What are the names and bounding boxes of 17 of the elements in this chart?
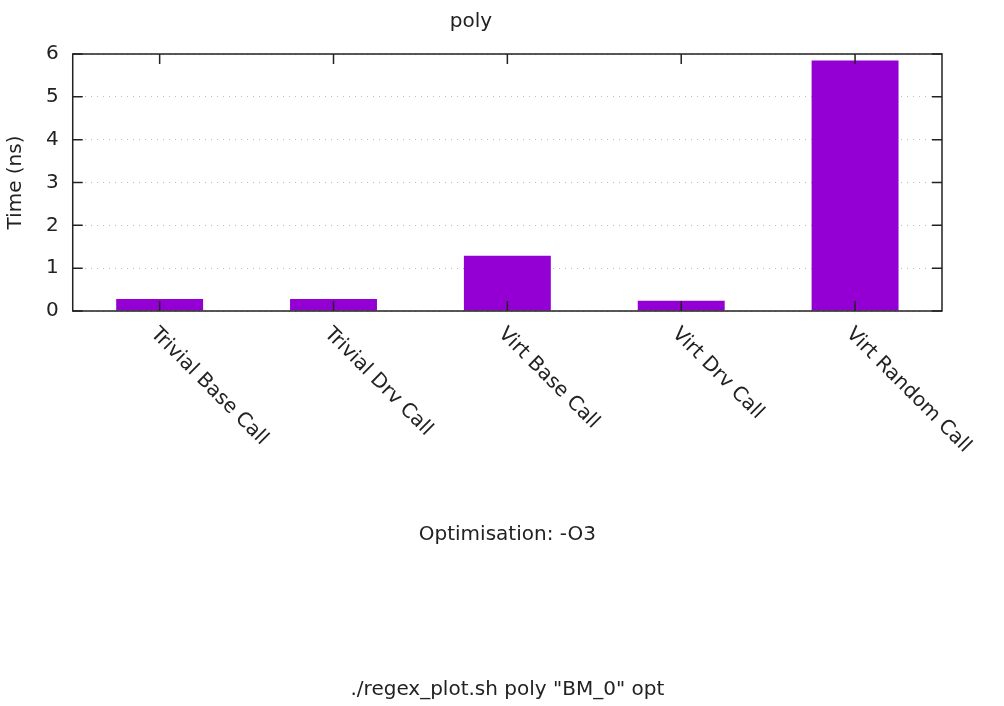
bar [637,300,725,311]
x-axis-title: Optimisation: -O3 [418,521,596,546]
y-tick-label: 2 [45,211,59,236]
y-tick-label: 3 [45,168,59,193]
bar [116,299,204,311]
y-tick-label: 1 [45,254,59,279]
bar [463,255,551,311]
y-axis-title: Time (ns) [2,135,27,231]
y-tick-label: 4 [45,125,59,150]
y-tick-label: 6 [45,40,59,65]
x-tick-label: Virt Drv Call [668,321,771,424]
bar [290,299,377,311]
bar [811,60,899,311]
text: ./regex_plot.sh poly "BM_0" opt [350,676,665,701]
y-tick-label: 0 [45,297,59,322]
y-tick-label: 5 [45,83,59,108]
chart-title: poly [449,8,493,33]
